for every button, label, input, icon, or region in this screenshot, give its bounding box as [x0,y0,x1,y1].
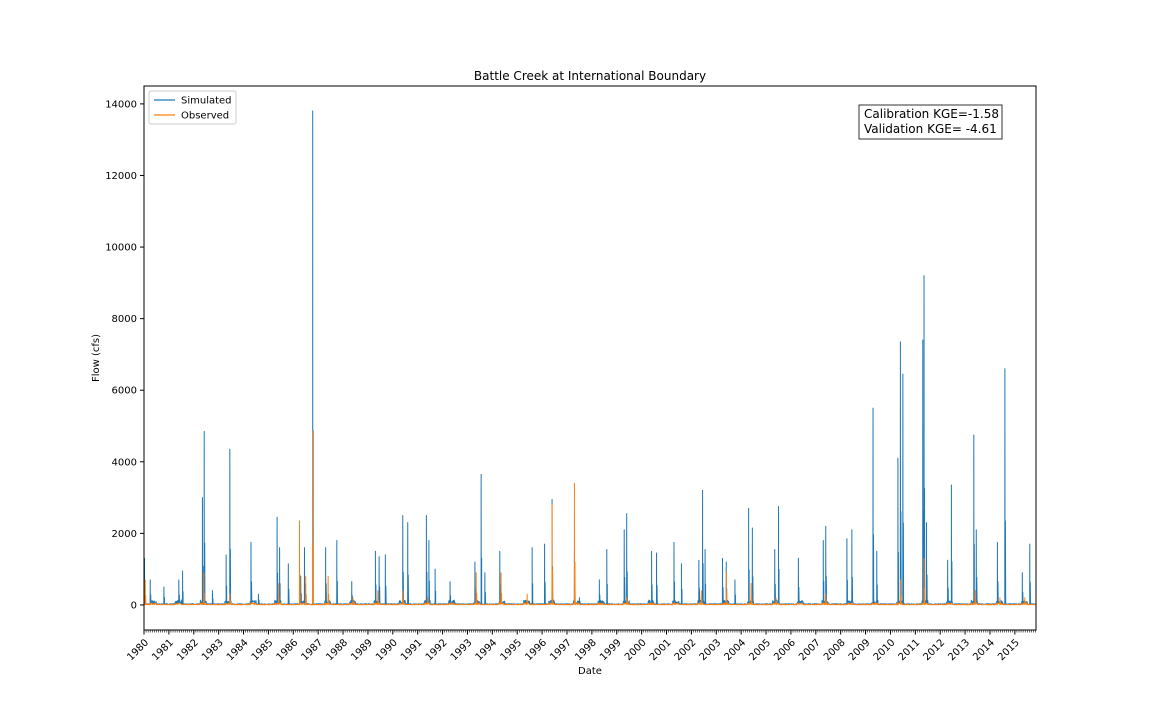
x-tick-label: 1984 [225,637,251,663]
x-tick-label: 1994 [474,637,500,663]
x-tick-label: 2012 [922,637,948,663]
x-tick-label: 2014 [971,637,997,663]
x-tick-label: 1983 [200,637,226,663]
x-tick-label: 1997 [548,637,574,663]
x-tick-label: 1990 [374,637,400,663]
series-line-observed [144,430,1036,606]
kge-annotation: Calibration KGE=-1.58 Validation KGE= -4… [858,104,1003,140]
x-tick-label: 1980 [125,637,151,663]
y-tick-label: 0 [131,600,137,611]
x-tick-label: 1987 [299,637,325,663]
x-tick-label: 1982 [175,637,201,663]
x-tick-label: 2003 [698,637,724,663]
x-axis-label: Date [578,666,602,677]
y-tick-label: 4000 [112,457,137,468]
kge-annotation-box [858,104,1003,140]
x-tick-label: 2000 [623,637,649,663]
x-tick-label: 1992 [424,637,450,663]
x-tick-label: 2011 [897,637,923,663]
legend-simulated-label: Simulated [181,96,232,107]
x-tick-label: 2015 [996,637,1022,663]
y-tick-label: 14000 [105,99,137,110]
x-tick-label: 1999 [598,637,624,663]
y-tick-label: 10000 [105,243,137,254]
legend-box [148,90,237,125]
x-tick-label: 2009 [847,637,873,663]
x-tick-label: 1981 [150,637,176,663]
series-line-simulated [144,110,1036,606]
x-tick-label: 2005 [747,637,773,663]
series-simulated [144,110,1036,606]
x-tick-label: 2004 [722,637,748,663]
chart-title: Battle Creek at International Boundary [474,69,706,83]
validation-kge-text: Validation KGE= -4.61 [864,122,997,136]
x-tick-label: 1995 [499,637,525,663]
x-tick-label: 1996 [523,637,549,663]
x-axis: 1980 1981 1982 1983 1984 1985 1986 1987 1988 1989… [125,630,1036,663]
legend-observed-label: Observed [181,111,229,122]
x-tick-label: 2002 [673,637,699,663]
plot-frame [143,85,1037,631]
x-tick-label: 2007 [797,637,823,663]
x-tick-label: 2001 [648,637,674,663]
x-tick-label: 1986 [275,637,301,663]
x-tick-label: 1991 [399,637,425,663]
x-tick-label: 2006 [772,637,798,663]
x-tick-label: 2008 [822,637,848,663]
y-tick-label: 2000 [112,529,137,540]
y-tick-label: 6000 [112,386,137,397]
x-tick-label: 1988 [324,637,350,663]
x-tick-label: 1998 [573,637,599,663]
x-tick-label: 2013 [946,637,972,663]
calibration-kge-text: Calibration KGE=-1.58 [864,107,999,121]
plot-area [143,85,1037,631]
y-axis: 0 2000 4000 6000 8000 10000 12000 14000 [105,99,144,611]
y-tick-label: 8000 [112,314,137,325]
legend: Simulated Observed [148,90,237,125]
y-tick-label: 12000 [105,171,137,182]
x-tick-label: 2010 [872,637,898,663]
series-observed [144,430,1036,606]
x-tick-label: 1989 [349,637,375,663]
x-tick-label: 1985 [250,637,276,663]
x-tick-label: 1993 [449,637,475,663]
y-axis-label: Flow (cfs) [91,334,102,382]
